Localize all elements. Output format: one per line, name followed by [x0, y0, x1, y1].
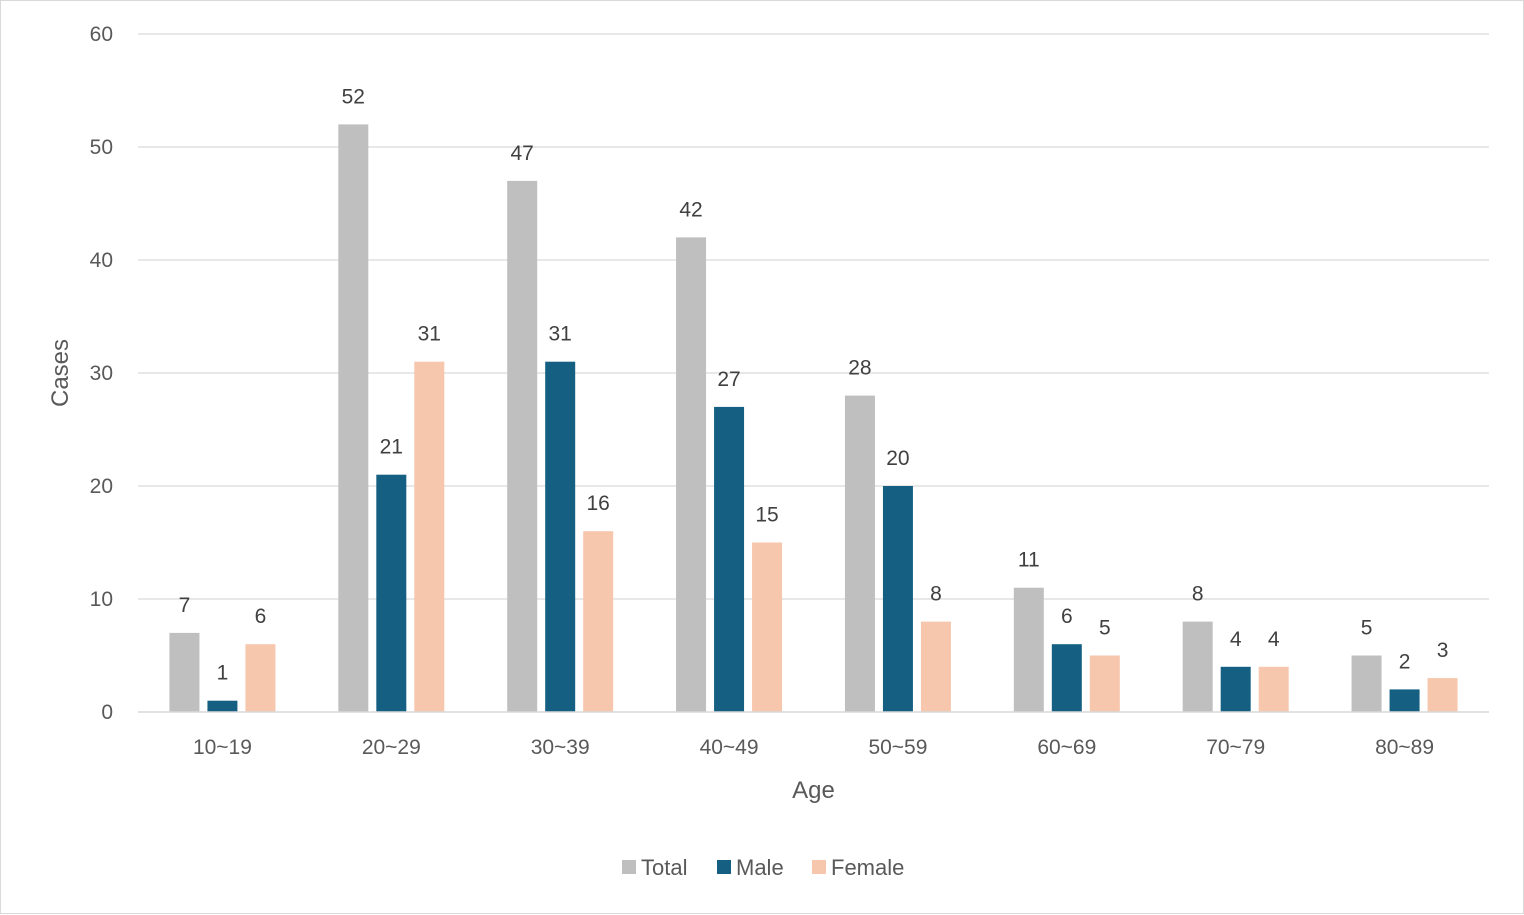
bar-total — [507, 180, 538, 712]
x-axis-title: Age — [792, 777, 835, 804]
data-label-total: 8 — [1192, 583, 1204, 606]
data-label-female: 5 — [1099, 617, 1111, 640]
bar-male — [1220, 666, 1251, 712]
data-label-female: 31 — [418, 323, 441, 346]
data-label-female: 4 — [1268, 628, 1280, 651]
data-label-male: 20 — [886, 447, 909, 470]
y-axis-title: Cases — [47, 339, 74, 407]
bar-total — [1013, 587, 1044, 712]
x-tick-label: 70~79 — [1206, 736, 1265, 759]
data-label-male: 21 — [380, 436, 403, 459]
y-axis-ticks: 0 10 20 30 40 50 60 — [90, 23, 113, 724]
bar-total — [1182, 621, 1213, 712]
bar-female — [752, 542, 783, 712]
legend-swatch — [622, 860, 636, 874]
y-tick-label: 0 — [101, 701, 113, 724]
data-label-male: 6 — [1061, 605, 1073, 628]
legend-item-female: Female — [812, 855, 904, 880]
data-label-male: 27 — [717, 368, 740, 391]
bar-total — [1351, 655, 1382, 712]
data-label-total: 52 — [342, 85, 365, 108]
data-label-female: 16 — [587, 492, 610, 515]
bar-male — [207, 700, 238, 712]
bar-female — [1089, 655, 1120, 712]
legend-item-total: Total — [622, 855, 687, 880]
data-label-female: 8 — [930, 583, 942, 606]
data-label-female: 6 — [255, 605, 267, 628]
y-tick-label: 30 — [90, 362, 113, 385]
legend-swatch — [717, 860, 731, 874]
data-label-male: 4 — [1230, 628, 1242, 651]
y-tick-label: 20 — [90, 475, 113, 498]
bars — [169, 124, 1458, 712]
data-label-total: 28 — [848, 357, 871, 380]
legend-label: Total — [641, 855, 687, 880]
x-tick-label: 50~59 — [868, 736, 927, 759]
bar-female — [1427, 678, 1458, 712]
bar-male — [1389, 689, 1420, 712]
x-tick-label: 30~39 — [531, 736, 590, 759]
bar-male — [545, 361, 576, 712]
y-tick-label: 10 — [90, 588, 113, 611]
x-axis-ticks: 10~19 20~29 30~39 40~49 50~59 60~69 70~79 80~89 — [193, 736, 1434, 759]
data-label-male: 2 — [1399, 650, 1411, 673]
legend: Total Male Female — [622, 855, 904, 880]
x-tick-label: 60~69 — [1037, 736, 1096, 759]
y-tick-label: 40 — [90, 249, 113, 272]
data-label-total: 11 — [1018, 549, 1040, 572]
data-label-total: 42 — [679, 198, 702, 221]
bar-total — [844, 395, 875, 712]
bar-male — [376, 474, 407, 712]
legend-label: Male — [736, 855, 784, 880]
legend-swatch — [812, 860, 826, 874]
y-tick-label: 60 — [90, 23, 113, 46]
bar-male — [714, 406, 745, 712]
data-label-total: 47 — [511, 142, 534, 165]
x-tick-label: 80~89 — [1375, 736, 1434, 759]
bar-female — [245, 644, 276, 712]
data-label-female: 3 — [1437, 639, 1449, 662]
bar-female — [414, 361, 445, 712]
x-tick-label: 10~19 — [193, 736, 252, 759]
bar-female — [1258, 666, 1289, 712]
legend-label: Female — [831, 855, 904, 880]
bar-female — [583, 531, 614, 712]
data-label-female: 15 — [755, 504, 778, 527]
bar-total — [338, 124, 369, 712]
data-label-male: 31 — [549, 323, 572, 346]
y-tick-label: 50 — [90, 136, 113, 159]
data-label-total: 7 — [179, 594, 191, 617]
data-label-male: 1 — [217, 662, 229, 685]
legend-item-male: Male — [717, 855, 784, 880]
bar-total — [676, 237, 707, 712]
x-tick-label: 20~29 — [362, 736, 421, 759]
bar-male — [882, 486, 913, 712]
x-tick-label: 40~49 — [700, 736, 759, 759]
bar-male — [1051, 644, 1082, 712]
bar-female — [920, 621, 951, 712]
bar-total — [169, 632, 200, 712]
data-label-total: 5 — [1361, 617, 1373, 640]
